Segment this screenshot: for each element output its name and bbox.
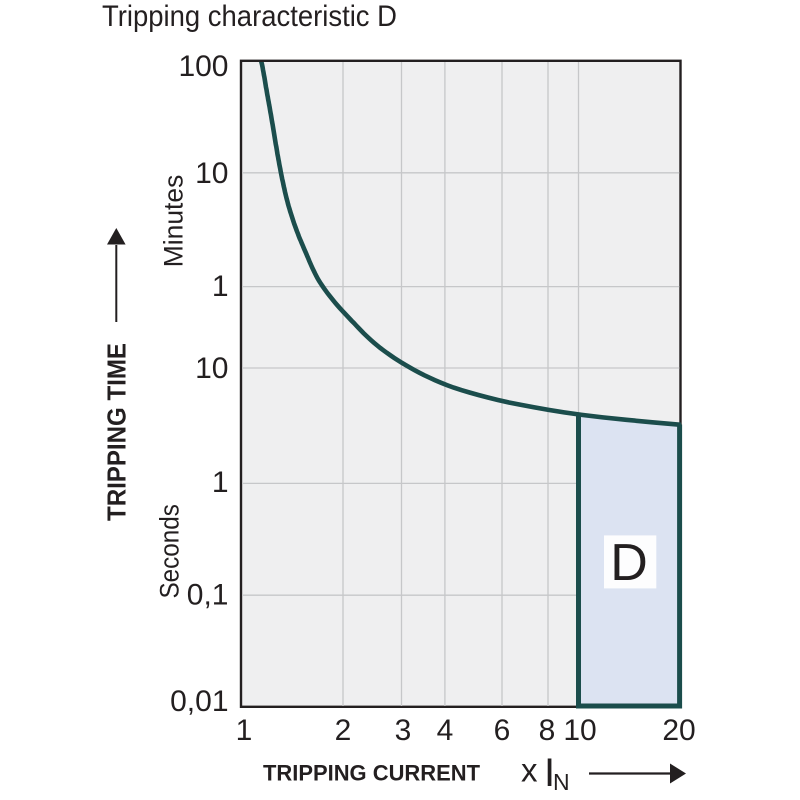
svg-text:4: 4 (437, 714, 454, 747)
svg-text:0,01: 0,01 (170, 685, 228, 718)
svg-text:3: 3 (395, 714, 412, 747)
svg-text:6: 6 (494, 714, 511, 747)
svg-text:x: x (521, 752, 538, 789)
svg-text:2: 2 (335, 714, 352, 747)
svg-text:Minutes: Minutes (159, 175, 189, 268)
svg-text:TRIPPING CURRENT: TRIPPING CURRENT (263, 760, 481, 785)
svg-text:10: 10 (195, 157, 228, 190)
svg-text:0,1: 0,1 (187, 579, 229, 612)
svg-text:1: 1 (212, 466, 229, 499)
svg-text:1: 1 (236, 714, 253, 747)
svg-text:100: 100 (178, 50, 228, 83)
svg-text:10: 10 (563, 714, 596, 747)
svg-text:Seconds: Seconds (155, 504, 185, 599)
svg-text:10: 10 (195, 352, 228, 385)
svg-text:1: 1 (212, 270, 229, 303)
svg-text:8: 8 (539, 714, 556, 747)
svg-text:TRIPPING TIME: TRIPPING TIME (102, 343, 132, 521)
svg-text:D: D (610, 534, 648, 592)
svg-text:I: I (544, 751, 555, 795)
svg-text:N: N (553, 769, 570, 795)
svg-text:20: 20 (662, 714, 695, 747)
svg-text:Tripping characteristic D: Tripping characteristic D (102, 0, 397, 33)
